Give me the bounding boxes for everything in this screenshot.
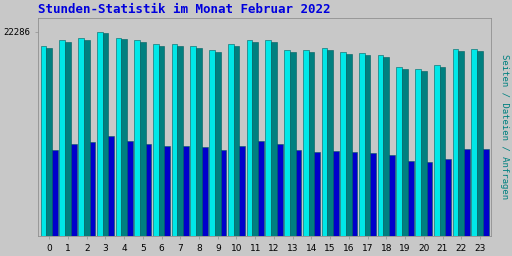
Bar [396, 67, 402, 236]
Bar [314, 152, 320, 236]
Bar [458, 51, 464, 236]
Bar [90, 142, 95, 236]
Bar [295, 150, 301, 236]
Bar [164, 146, 170, 236]
Bar [146, 144, 152, 236]
Bar [47, 48, 52, 236]
Bar [247, 40, 252, 236]
Bar [153, 44, 159, 236]
Y-axis label: Seiten / Dateien / Anfragen: Seiten / Dateien / Anfragen [500, 54, 508, 199]
Bar [97, 32, 102, 236]
Bar [426, 163, 432, 236]
Bar [84, 40, 90, 236]
Bar [402, 69, 408, 236]
Bar [440, 67, 445, 236]
Bar [78, 38, 84, 236]
Bar [333, 151, 339, 236]
Bar [221, 150, 226, 236]
Bar [102, 33, 108, 236]
Bar [365, 55, 371, 236]
Bar [134, 40, 140, 236]
Bar [271, 42, 277, 236]
Bar [252, 42, 258, 236]
Bar [215, 52, 221, 236]
Bar [434, 65, 440, 236]
Bar [352, 152, 357, 236]
Bar [340, 52, 346, 236]
Bar [65, 42, 71, 236]
Bar [172, 44, 178, 236]
Bar [59, 40, 65, 236]
Bar [346, 54, 352, 236]
Bar [116, 38, 121, 236]
Bar [140, 42, 146, 236]
Bar [477, 51, 483, 236]
Bar [40, 46, 47, 236]
Text: Stunden-Statistik im Monat Februar 2022: Stunden-Statistik im Monat Februar 2022 [38, 4, 330, 16]
Bar [322, 48, 327, 236]
Bar [389, 155, 395, 236]
Bar [464, 149, 470, 236]
Bar [415, 69, 421, 236]
Bar [127, 141, 133, 236]
Bar [196, 48, 202, 236]
Bar [303, 50, 309, 236]
Bar [121, 39, 127, 236]
Bar [209, 50, 215, 236]
Bar [408, 162, 414, 236]
Bar [327, 50, 333, 236]
Bar [483, 149, 488, 236]
Bar [178, 46, 183, 236]
Bar [378, 55, 383, 236]
Bar [258, 141, 264, 236]
Bar [472, 49, 477, 236]
Bar [453, 49, 458, 236]
Bar [445, 159, 451, 236]
Bar [265, 40, 271, 236]
Bar [277, 144, 283, 236]
Bar [190, 46, 196, 236]
Bar [228, 44, 233, 236]
Bar [371, 153, 376, 236]
Bar [52, 150, 58, 236]
Bar [183, 146, 189, 236]
Bar [159, 46, 164, 236]
Bar [309, 52, 314, 236]
Bar [233, 46, 240, 236]
Bar [284, 50, 290, 236]
Bar [383, 57, 389, 236]
Bar [108, 136, 114, 236]
Bar [71, 144, 76, 236]
Bar [421, 71, 426, 236]
Bar [240, 146, 245, 236]
Bar [359, 53, 365, 236]
Bar [290, 52, 295, 236]
Bar [202, 147, 208, 236]
